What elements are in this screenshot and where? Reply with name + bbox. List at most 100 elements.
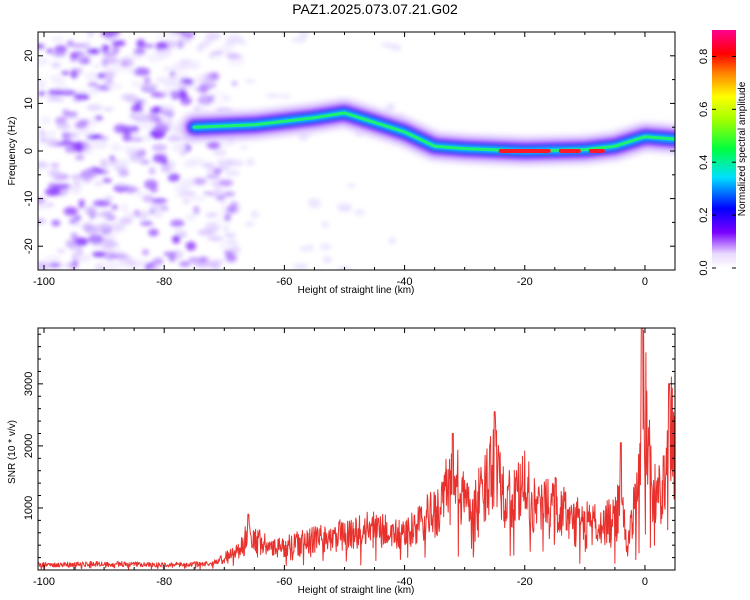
noise-blob (179, 150, 186, 157)
noise-blob (218, 179, 234, 187)
noise-blob (38, 203, 48, 210)
noise-blob (265, 93, 281, 99)
noise-blob (209, 262, 221, 270)
noise-blob (92, 62, 101, 69)
noise-blob (162, 66, 171, 73)
noise-blob (48, 262, 61, 268)
noise-blob (160, 89, 171, 95)
colorbar-gradient (712, 30, 736, 268)
noise-blob (74, 89, 86, 95)
noise-blob (74, 93, 90, 101)
noise-blob (210, 101, 226, 106)
noise-blob (111, 39, 126, 47)
noise-blob (83, 41, 91, 51)
colorbar-tick-label: 0.2 (698, 207, 710, 222)
noise-blob (308, 203, 322, 209)
noise-blob (81, 222, 93, 232)
noise-blob (155, 76, 173, 84)
noise-blob (178, 90, 188, 100)
noise-blob (321, 221, 330, 228)
noise-blob (116, 182, 129, 187)
noise-blob (56, 248, 66, 254)
noise-blob (222, 225, 230, 232)
noise-blob (191, 178, 208, 187)
noise-blob (99, 158, 108, 169)
noise-blob (96, 73, 106, 79)
top-x-tick-label: 0 (642, 276, 648, 288)
top-y-tick-label: 10 (23, 97, 35, 109)
noise-blob (130, 104, 138, 113)
noise-blob (48, 168, 61, 177)
noise-blob (92, 200, 111, 207)
noise-blob (214, 188, 224, 193)
noise-blob (239, 145, 249, 150)
noise-blob (155, 33, 168, 38)
noise-blob (152, 155, 167, 163)
noise-blob (198, 42, 210, 48)
bottom-x-tick-label: -40 (397, 576, 413, 588)
noise-blob (47, 89, 64, 96)
noise-blob (121, 203, 128, 213)
noise-blob (143, 76, 151, 85)
noise-blob (38, 261, 49, 270)
noise-blob (149, 106, 160, 114)
noise-blob (205, 32, 221, 40)
noise-blob (122, 146, 141, 154)
noise-blob (238, 40, 248, 45)
noise-blob (38, 43, 45, 49)
noise-blob (52, 78, 67, 84)
colorbar: 0.0 0.2 0.4 0.6 0.8 Normalized spectral ampl… (698, 30, 748, 276)
noise-blob (139, 122, 155, 130)
noise-blob (131, 125, 140, 133)
noise-blob (44, 255, 62, 263)
bottom-x-tick-label: -80 (156, 576, 172, 588)
noise-blob (60, 70, 70, 76)
noise-blob (143, 134, 152, 142)
noise-blob (56, 124, 71, 129)
noise-blob (44, 188, 61, 196)
noise-blob (107, 84, 124, 89)
noise-blob (280, 93, 292, 99)
noise-blob (102, 178, 112, 183)
noise-blob (206, 139, 220, 150)
noise-blob (138, 210, 149, 221)
noise-blob (51, 61, 61, 69)
noise-blob (91, 141, 108, 149)
noise-blob (319, 243, 332, 250)
noise-blob (132, 114, 150, 123)
noise-blob (168, 160, 175, 169)
noise-blob (96, 222, 112, 232)
noise-blob (68, 131, 79, 140)
noise-blob (178, 59, 194, 65)
noise-blob (67, 111, 78, 116)
noise-blob (299, 32, 309, 39)
noise-blob (208, 259, 226, 264)
noise-blob (51, 36, 64, 43)
noise-blob (118, 170, 130, 177)
top-x-tick-label: -100 (33, 276, 55, 288)
noise-blob (53, 184, 72, 189)
top-y-tick-label: 20 (23, 50, 35, 62)
bottom-x-tick-label: 0 (642, 576, 648, 588)
noise-blob (142, 195, 154, 203)
noise-blob (102, 233, 118, 240)
noise-blob (226, 35, 244, 43)
noise-blob (197, 95, 214, 106)
noise-blob (82, 176, 92, 183)
noise-blob (106, 267, 114, 270)
noise-blob (227, 205, 237, 213)
noise-blob (81, 139, 94, 147)
top-y-tick-label: 0 (23, 148, 35, 154)
noise-blob (87, 88, 100, 95)
noise-blob (64, 145, 78, 153)
noise-blob (132, 67, 151, 76)
noise-blob (224, 233, 236, 238)
noise-blob (38, 91, 46, 96)
colorbar-tick-label: 0.0 (698, 260, 710, 275)
noise-blob (214, 55, 224, 60)
noise-blob (209, 90, 228, 96)
top-y-tick-label: -20 (23, 238, 35, 254)
noise-blob (224, 169, 240, 177)
noise-blob (105, 262, 123, 268)
